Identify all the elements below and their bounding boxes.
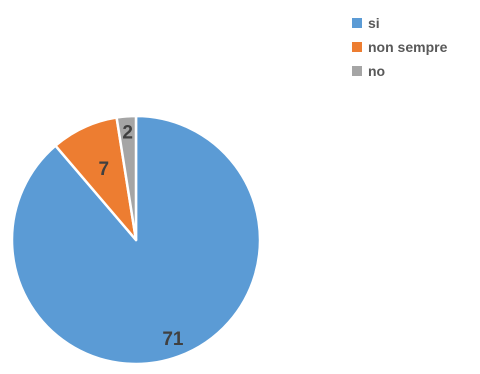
legend-label: si: [368, 15, 380, 31]
data-label-non-sempre: 7: [99, 159, 110, 180]
data-label-si: 71: [162, 329, 184, 350]
legend-item-si: si: [352, 12, 447, 34]
pie-data-labels: 71 72: [99, 123, 184, 350]
legend-swatch: [352, 66, 362, 76]
legend-swatch: [352, 18, 362, 28]
data-label-no: 2: [122, 123, 133, 144]
pie-slices: [10, 114, 262, 366]
legend-item-no: no: [352, 60, 447, 82]
legend-swatch: [352, 42, 362, 52]
legend: si non sempre no: [352, 12, 447, 84]
pie-slice-no: [115, 114, 138, 242]
legend-label: non sempre: [368, 39, 448, 55]
legend-label: no: [368, 63, 386, 79]
legend-item-non-sempre: non sempre: [352, 36, 447, 58]
